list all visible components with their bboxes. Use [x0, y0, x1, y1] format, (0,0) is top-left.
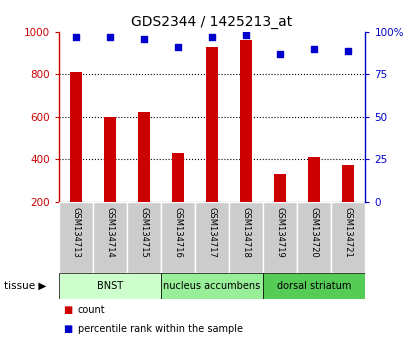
Text: nucleus accumbens: nucleus accumbens	[163, 281, 261, 291]
Point	[277, 51, 284, 57]
Text: GSM134717: GSM134717	[207, 207, 217, 258]
Text: GSM134721: GSM134721	[344, 207, 353, 258]
Bar	[331, 202, 365, 273]
Text: tissue ▶: tissue ▶	[4, 281, 47, 291]
Point	[345, 48, 352, 53]
Point	[107, 34, 113, 40]
Title: GDS2344 / 1425213_at: GDS2344 / 1425213_at	[131, 16, 293, 29]
Text: GSM134716: GSM134716	[173, 207, 183, 258]
Bar	[308, 157, 320, 244]
Point	[141, 36, 147, 41]
Bar	[93, 202, 127, 273]
Text: BNST: BNST	[97, 281, 123, 291]
Text: count: count	[78, 305, 105, 315]
Bar	[104, 117, 116, 244]
Bar	[172, 153, 184, 244]
Point	[311, 46, 318, 52]
Text: GSM134714: GSM134714	[105, 207, 114, 258]
Bar	[59, 202, 93, 273]
Bar	[240, 40, 252, 244]
Text: GSM134718: GSM134718	[241, 207, 251, 258]
Bar	[195, 202, 229, 273]
Bar	[342, 165, 354, 244]
Text: dorsal striatum: dorsal striatum	[277, 281, 352, 291]
Bar	[229, 202, 263, 273]
Bar	[70, 72, 82, 244]
Text: ■: ■	[63, 324, 72, 334]
Text: GSM134719: GSM134719	[276, 207, 285, 258]
Bar	[138, 112, 150, 244]
Text: GSM134713: GSM134713	[71, 207, 80, 258]
Point	[209, 34, 215, 40]
Bar	[263, 202, 297, 273]
Bar	[127, 202, 161, 273]
Bar	[161, 202, 195, 273]
Bar	[206, 47, 218, 244]
Text: ■: ■	[63, 305, 72, 315]
Point	[243, 33, 249, 38]
Point	[73, 34, 79, 40]
Text: percentile rank within the sample: percentile rank within the sample	[78, 324, 243, 334]
Point	[175, 44, 181, 50]
Text: GSM134720: GSM134720	[310, 207, 319, 258]
Bar	[59, 273, 161, 299]
Bar	[297, 202, 331, 273]
Bar	[263, 273, 365, 299]
Bar	[274, 174, 286, 244]
Text: GSM134715: GSM134715	[139, 207, 148, 258]
Bar	[161, 273, 263, 299]
